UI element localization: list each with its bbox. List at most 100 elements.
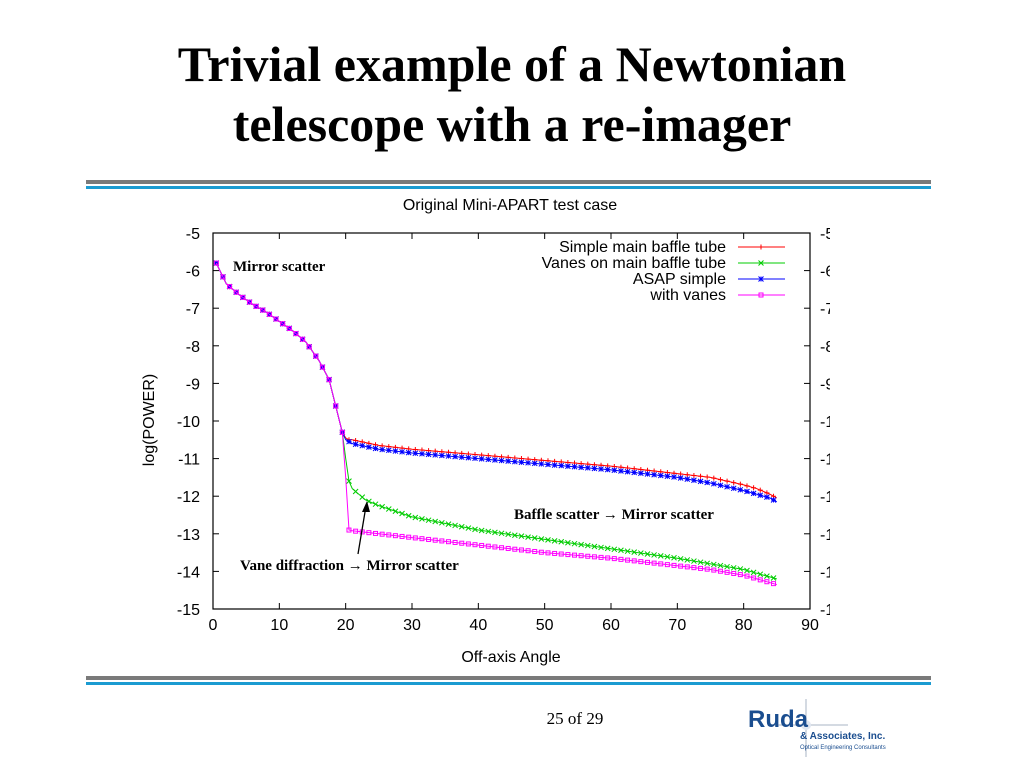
series-3-point-72 [691, 565, 697, 571]
legend-label-1: Vanes on main baffle tube [542, 255, 727, 272]
x-tick-label: 40 [469, 617, 487, 634]
y2-tick-label: -13 [820, 527, 830, 544]
series-3-point-77 [724, 569, 730, 575]
y-tick-label: -11 [178, 452, 200, 469]
series-3-point-24 [373, 530, 379, 536]
series-2-point-45 [511, 458, 518, 465]
series-2-point-38 [465, 454, 472, 461]
series-1-point-29 [405, 512, 412, 519]
series-3-point-23 [366, 530, 372, 536]
series-2-point-73 [697, 478, 704, 485]
series-3-point-12 [293, 331, 299, 337]
series-1-point-74 [704, 560, 711, 567]
logo-name: Ruda [748, 706, 809, 733]
series-2-point-68 [664, 473, 671, 480]
series-3-point-76 [717, 568, 723, 574]
series-1-point-80 [744, 567, 750, 574]
series-1-point-58 [598, 544, 604, 551]
series-2-point-78 [730, 485, 737, 492]
series-3-point-78 [731, 570, 737, 576]
series-2-point-30 [412, 450, 419, 457]
y-tick-label: -8 [186, 339, 200, 356]
x-tick-label: 0 [209, 617, 218, 634]
series-1-point-47 [525, 534, 531, 540]
series-3-point-55 [578, 553, 584, 559]
series-1-point-55 [578, 541, 585, 548]
series-3-point-37 [459, 540, 465, 546]
series-3-point-16 [319, 364, 325, 370]
series-3-point-40 [479, 542, 485, 548]
x-tick-label: 30 [403, 617, 421, 634]
series-2-point-26 [385, 447, 392, 454]
series-3-point-1 [220, 274, 226, 280]
series-3-point-9 [273, 316, 279, 322]
series-1-point-26 [385, 506, 392, 512]
series-3-point-63 [631, 558, 637, 564]
series-3-point-29 [406, 534, 412, 540]
series-3-point-65 [644, 559, 650, 565]
series-1-point-61 [618, 547, 624, 554]
x-tick-label: 20 [337, 617, 355, 634]
series-2-point-31 [419, 450, 425, 457]
legend-marker-3 [758, 292, 764, 298]
series-1-point-67 [657, 553, 664, 559]
series-2-point-75 [710, 480, 717, 487]
series-2-point-46 [518, 459, 525, 466]
series-2-point-82 [757, 492, 764, 499]
series-2-point-84 [770, 497, 777, 503]
annotation-arrow-shaft [357, 505, 367, 555]
legend-label-3: with vanes [649, 287, 726, 304]
series-0-point-73 [698, 473, 704, 479]
y-tick-label: -6 [186, 264, 200, 281]
series-1-point-72 [691, 558, 697, 564]
series-1-point-82 [757, 571, 764, 578]
legend-marker-2 [758, 276, 764, 282]
series-3-point-4 [240, 294, 246, 300]
y-tick-label: -14 [177, 564, 200, 581]
series-0-point-81 [751, 485, 757, 491]
series-2-point-49 [538, 461, 545, 467]
series-2-point-42 [492, 457, 498, 463]
annotation-mirror-scatter: Mirror scatter [233, 259, 326, 275]
y-tick-label: -15 [177, 602, 200, 619]
series-1-point-35 [445, 521, 452, 527]
series-3-point-15 [313, 353, 319, 359]
series-3-point-73 [698, 565, 704, 571]
legend-marker-0 [758, 244, 764, 250]
y2-tick-label: -14 [820, 564, 830, 581]
x-tick-label: 60 [602, 617, 620, 634]
series-3-point-2 [227, 284, 233, 290]
series-3-point-62 [625, 557, 631, 563]
series-3-point-44 [505, 545, 511, 551]
bottom-rule-accent [86, 682, 931, 685]
series-3-point-39 [472, 542, 478, 548]
legend-label-2: ASAP simple [633, 271, 726, 288]
series-0-point-71 [684, 472, 690, 478]
series-3-point-38 [465, 541, 471, 547]
series-2-point-24 [372, 445, 379, 452]
series-2-point-54 [571, 463, 578, 470]
series-1-point-73 [697, 559, 704, 566]
series-2-point-51 [551, 462, 558, 468]
series-3-point-11 [286, 325, 292, 331]
top-rule-dark [86, 180, 931, 184]
y2-tick-label: -5 [820, 226, 830, 243]
series-layer [213, 260, 778, 587]
series-3-point-42 [492, 544, 498, 550]
series-2-point-37 [458, 454, 465, 461]
series-0-point-82 [757, 487, 763, 493]
series-1-point-33 [432, 518, 439, 525]
top-rule-accent [86, 186, 931, 189]
annotations: Mirror scatter Baffle scatter → Mirror s… [233, 259, 714, 574]
series-1-point-38 [465, 525, 472, 531]
series-1-point-83 [764, 573, 770, 579]
bottom-rule-dark [86, 676, 931, 680]
series-3-point-64 [638, 559, 644, 565]
logo-star-glow [801, 720, 811, 730]
series-0-point-77 [724, 478, 730, 484]
series-3-point-50 [545, 550, 551, 556]
series-1-point-59 [604, 545, 611, 552]
series-3-point-61 [618, 556, 624, 562]
series-0-point-80 [744, 483, 750, 489]
series-1-point-60 [611, 546, 618, 553]
